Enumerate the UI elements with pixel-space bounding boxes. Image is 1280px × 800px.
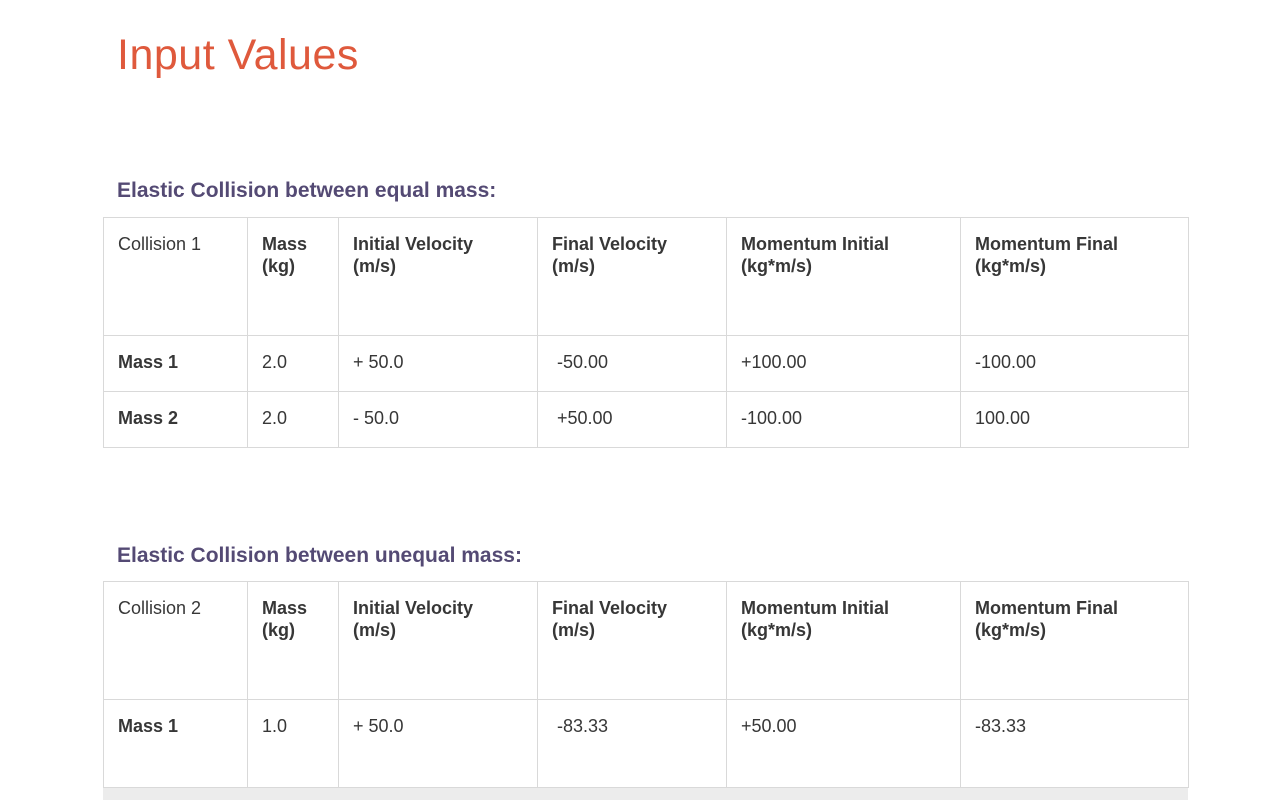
section-unequal-mass: Elastic Collision between unequal mass: … — [103, 543, 1189, 800]
collision-2-table-header: Collision 2 Mass (kg) Initial Velocity (… — [103, 580, 1189, 700]
momentum-initial-value: +50.00 — [726, 698, 961, 788]
next-row-cutoff-strip — [103, 787, 1188, 800]
header-collision-2: Collision 2 — [103, 580, 248, 700]
header-mass: Mass (kg) — [247, 216, 339, 336]
initial-velocity-value: - 50.0 — [338, 390, 538, 448]
header-initial-velocity: Initial Velocity (m/s) — [338, 216, 538, 336]
section-heading-unequal-mass: Elastic Collision between unequal mass: — [117, 543, 522, 567]
header-collision-1: Collision 1 — [103, 216, 248, 336]
momentum-final-value: -100.00 — [960, 334, 1189, 392]
header-initial-velocity: Initial Velocity (m/s) — [338, 580, 538, 700]
momentum-final-value: -83.33 — [960, 698, 1189, 788]
header-momentum-initial: Momentum Initial (kg*m/s) — [726, 580, 961, 700]
header-momentum-initial: Momentum Initial (kg*m/s) — [726, 216, 961, 336]
page-title: Input Values — [117, 31, 359, 79]
header-row: Collision 2 Mass (kg) Initial Velocity (… — [103, 580, 1189, 700]
table-row-mass-2: Mass 2 2.0 - 50.0 +50.00 -100.00 100.00 — [103, 390, 1189, 448]
initial-velocity-value: + 50.0 — [338, 698, 538, 788]
header-momentum-final: Momentum Final (kg*m/s) — [960, 580, 1189, 700]
header-mass: Mass (kg) — [247, 580, 339, 700]
section-heading-equal-mass: Elastic Collision between equal mass: — [117, 179, 497, 203]
final-velocity-value: +50.00 — [537, 390, 727, 448]
section-equal-mass: Elastic Collision between equal mass: Co… — [103, 179, 1189, 448]
momentum-final-value: 100.00 — [960, 390, 1189, 448]
final-velocity-value: -83.33 — [537, 698, 727, 788]
header-row: Collision 1 Mass (kg) Initial Velocity (… — [103, 216, 1189, 336]
mass-value: 2.0 — [247, 390, 339, 448]
mass-value: 1.0 — [247, 698, 339, 788]
final-velocity-value: -50.00 — [537, 334, 727, 392]
mass-value: 2.0 — [247, 334, 339, 392]
table-row-mass-1: Mass 1 2.0 + 50.0 -50.00 +100.00 -100.00 — [103, 334, 1189, 392]
header-final-velocity: Final Velocity (m/s) — [537, 580, 727, 700]
collision-1-table-header: Collision 1 Mass (kg) Initial Velocity (… — [103, 216, 1189, 336]
momentum-initial-value: +100.00 — [726, 334, 961, 392]
content-area: Input Values Elastic Collision between e… — [0, 31, 1189, 800]
header-momentum-final: Momentum Final (kg*m/s) — [960, 216, 1189, 336]
row-label: Mass 1 — [103, 334, 248, 392]
collision-1-table: Collision 1 Mass (kg) Initial Velocity (… — [103, 216, 1189, 448]
initial-velocity-value: + 50.0 — [338, 334, 538, 392]
row-label: Mass 2 — [103, 390, 248, 448]
momentum-initial-value: -100.00 — [726, 390, 961, 448]
row-label: Mass 1 — [103, 698, 248, 788]
table-row-mass-1: Mass 1 1.0 + 50.0 -83.33 +50.00 -83.33 — [103, 698, 1189, 788]
collision-2-table: Collision 2 Mass (kg) Initial Velocity (… — [103, 580, 1189, 788]
header-final-velocity: Final Velocity (m/s) — [537, 216, 727, 336]
